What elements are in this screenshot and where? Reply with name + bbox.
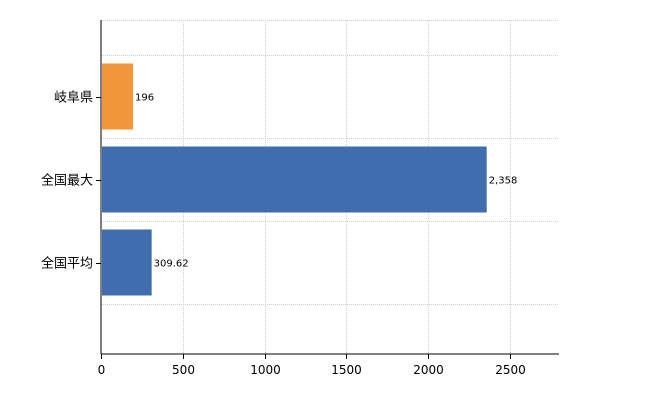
- data-labels: 196 2,358 309.62: [135, 93, 517, 270]
- category-label: 全国平均: [41, 256, 93, 272]
- bar-0: [102, 63, 134, 130]
- x-tick-label: 2500: [495, 363, 526, 377]
- x-tick-label: 2000: [413, 363, 444, 377]
- data-label: 196: [135, 93, 154, 104]
- category-label: 全国最大: [41, 173, 93, 189]
- data-label: 2,358: [489, 176, 518, 187]
- bar-2: [102, 229, 152, 296]
- x-tick-label: 0: [98, 363, 106, 377]
- x-tick-label: 1000: [250, 363, 281, 377]
- data-label: 309.62: [154, 259, 189, 270]
- x-tick-label: 1500: [331, 363, 362, 377]
- axes: [100, 20, 559, 355]
- bar-1: [102, 146, 487, 213]
- bars: [102, 63, 487, 296]
- x-axis-ticks: 0 500 1000 1500 2000 2500: [98, 354, 526, 377]
- x-tick-label: 500: [172, 363, 195, 377]
- category-label: 岐阜県: [54, 90, 93, 106]
